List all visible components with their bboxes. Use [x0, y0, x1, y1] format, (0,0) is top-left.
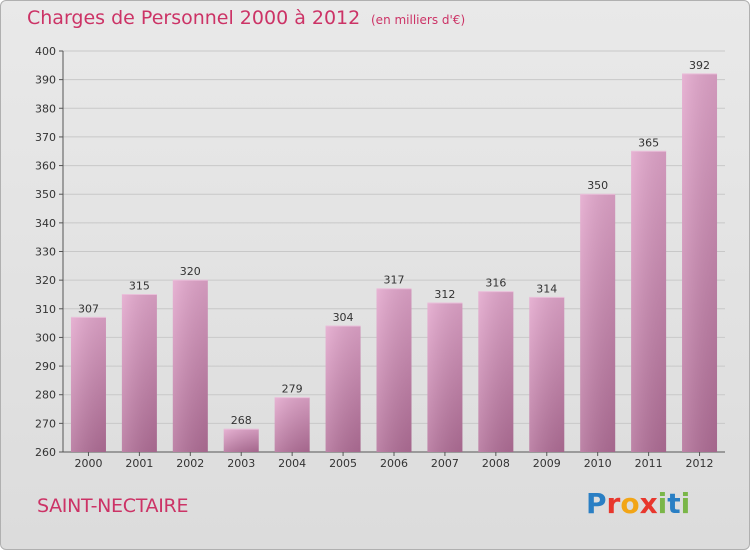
x-tick-label-2008: 2008	[482, 457, 510, 470]
y-tick-label: 400	[35, 45, 56, 58]
logo-letter: o	[620, 487, 640, 520]
y-tick-label: 310	[35, 303, 56, 316]
bar-shade-2011	[631, 151, 667, 452]
x-tick-label-2010: 2010	[584, 457, 612, 470]
logo-letter: i	[680, 487, 691, 520]
y-tick-label: 260	[35, 446, 56, 459]
value-label-2009: 314	[536, 282, 557, 295]
chart-subtitle: (en milliers d'€)	[371, 13, 466, 27]
bar-shade-2006	[376, 288, 412, 452]
y-tick-label: 270	[35, 417, 56, 430]
value-label-2001: 315	[129, 279, 150, 292]
y-tick-label: 330	[35, 246, 56, 259]
commune-name: SAINT-NECTAIRE	[37, 495, 189, 517]
y-tick-label: 280	[35, 389, 56, 402]
value-label-2006: 317	[384, 274, 405, 287]
y-tick-label: 320	[35, 274, 56, 287]
x-tick-label-2007: 2007	[431, 457, 459, 470]
proxiti-logo: Proxiti	[586, 487, 690, 520]
chart-title: Charges de Personnel 2000 à 2012	[27, 7, 361, 29]
y-tick-label: 360	[35, 160, 56, 173]
logo-letter: i	[657, 487, 668, 520]
bar-shade-2000	[70, 317, 106, 452]
logo-letter: x	[639, 487, 658, 520]
labels: 260 270 280 290 300 310 320 330 340 350 360 370 380 3…	[35, 45, 714, 470]
bar-shade-2004	[274, 397, 310, 452]
x-tick-label-2002: 2002	[176, 457, 204, 470]
bars	[70, 73, 718, 453]
value-label-2005: 304	[333, 311, 354, 324]
value-label-2012: 392	[689, 59, 710, 72]
y-tick-label: 340	[35, 217, 56, 230]
bar-shade-2012	[682, 73, 718, 453]
x-tick-label-2006: 2006	[380, 457, 408, 470]
y-tick-label: 380	[35, 102, 56, 115]
value-label-2010: 350	[587, 179, 608, 192]
logo-letter: t	[667, 487, 681, 520]
y-tick-label: 370	[35, 131, 56, 144]
bar-shade-2001	[121, 294, 157, 452]
value-label-2004: 279	[282, 383, 303, 396]
value-label-2011: 365	[638, 136, 659, 149]
value-label-2007: 312	[434, 288, 455, 301]
bar-shade-2008	[478, 291, 514, 452]
value-label-2002: 320	[180, 265, 201, 278]
y-tick-label: 390	[35, 74, 56, 87]
x-tick-label-2003: 2003	[227, 457, 255, 470]
bar-shade-2007	[427, 303, 463, 452]
x-tick-label-2011: 2011	[635, 457, 663, 470]
bar-shade-2009	[529, 297, 565, 452]
y-tick-label: 300	[35, 331, 56, 344]
bar-shade-2010	[580, 194, 616, 452]
y-tick-label: 290	[35, 360, 56, 373]
y-tick-label: 350	[35, 188, 56, 201]
bar-shade-2002	[172, 280, 208, 452]
bar-shade-2005	[325, 325, 361, 452]
bar-shade-2003	[223, 429, 259, 452]
x-tick-label-2005: 2005	[329, 457, 357, 470]
x-tick-label-2009: 2009	[533, 457, 561, 470]
value-label-2003: 268	[231, 414, 252, 427]
x-tick-label-2012: 2012	[686, 457, 714, 470]
x-tick-label-2000: 2000	[74, 457, 102, 470]
logo-letter: r	[606, 487, 621, 520]
x-tick-label-2004: 2004	[278, 457, 306, 470]
value-label-2000: 307	[78, 302, 99, 315]
value-label-2008: 316	[485, 277, 506, 290]
logo-letter: P	[586, 487, 607, 520]
x-tick-label-2001: 2001	[125, 457, 153, 470]
